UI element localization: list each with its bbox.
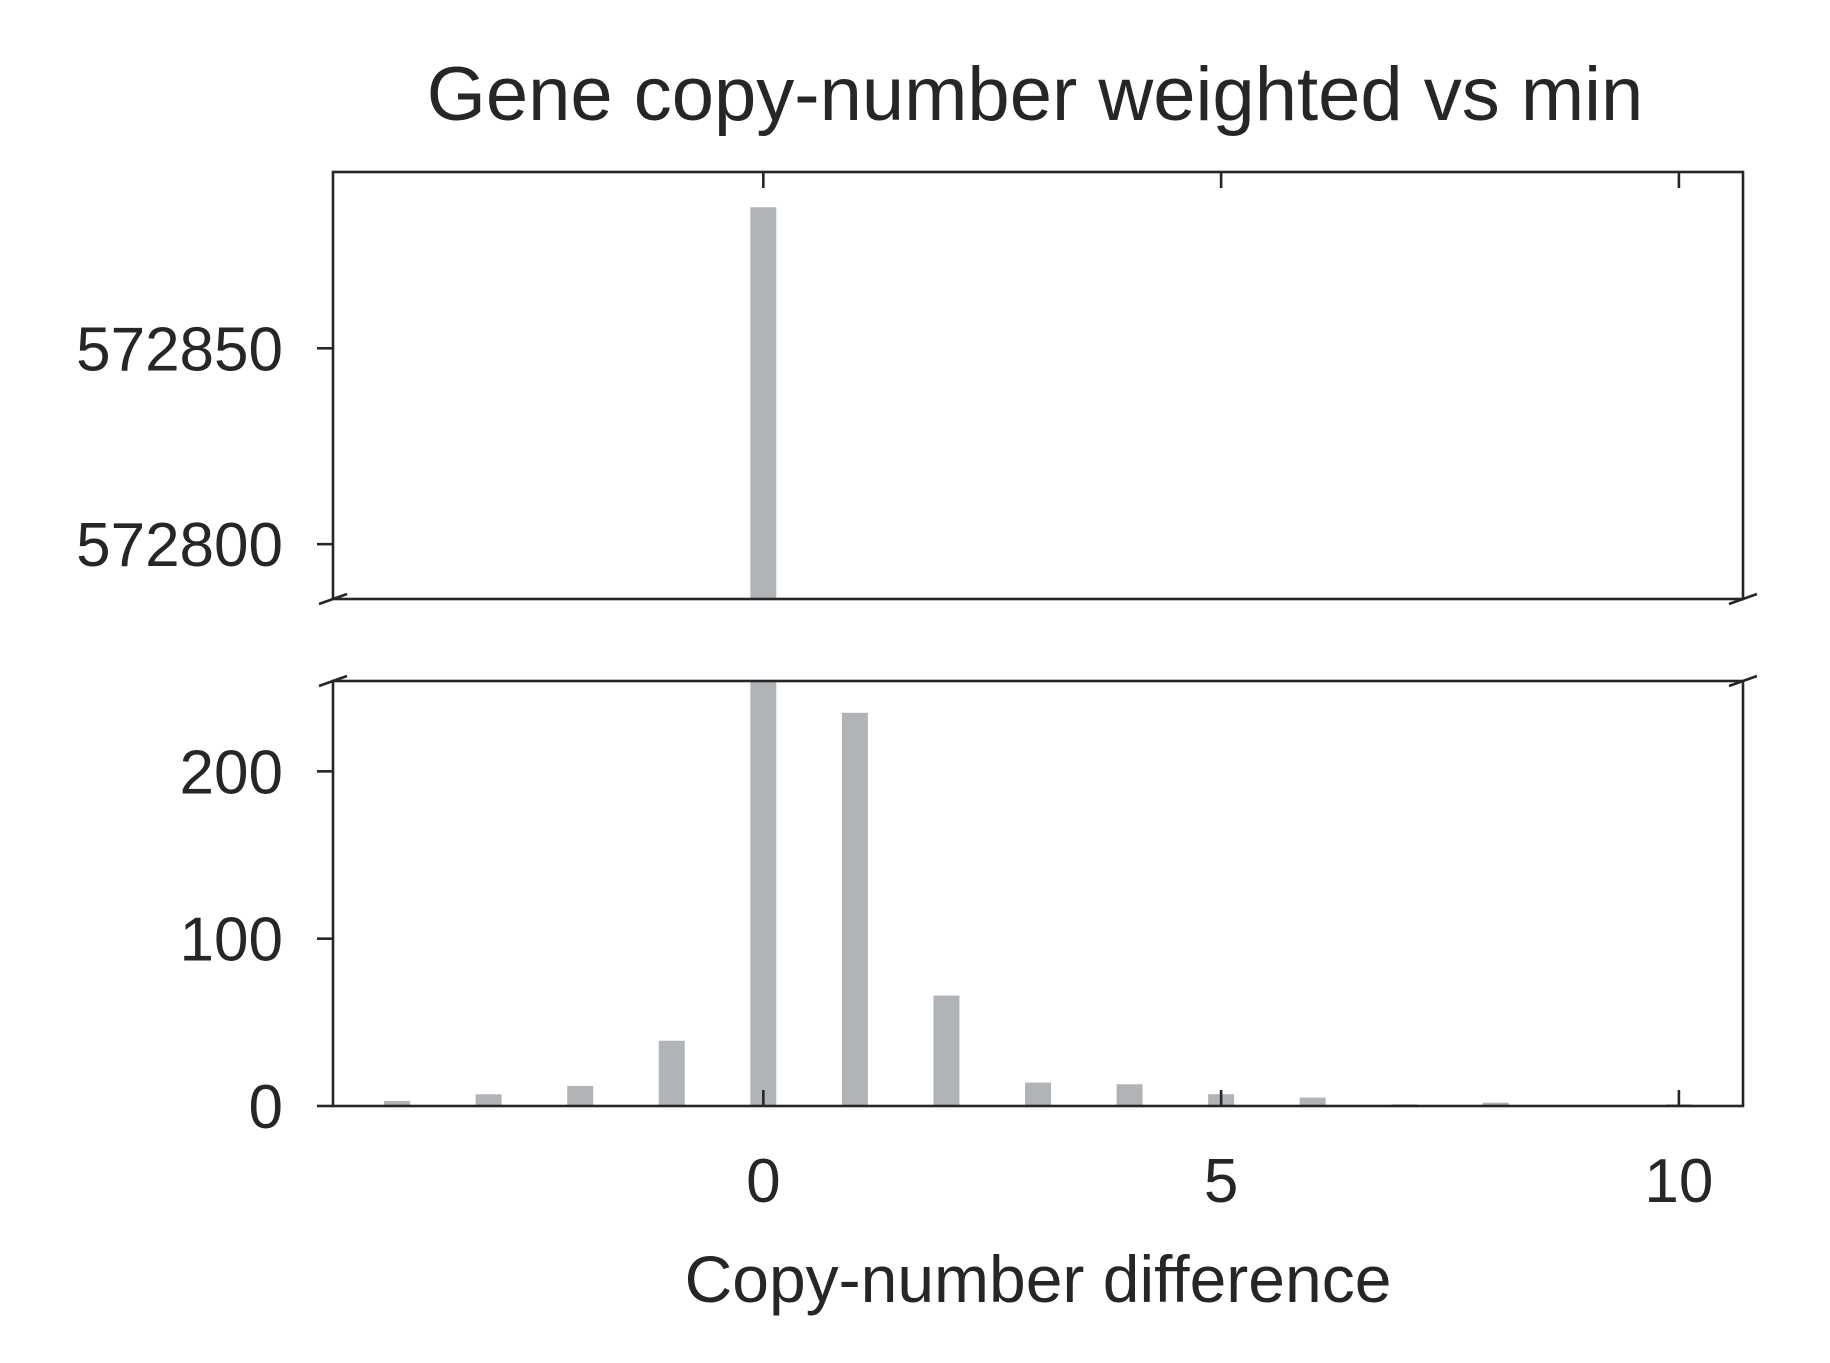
bar: [1299, 1097, 1326, 1106]
bar: [384, 1100, 411, 1106]
bar: [1482, 1102, 1509, 1106]
upper-panel: 572800 572850: [76, 170, 1745, 601]
bar: [841, 712, 868, 1106]
break-mark: [1728, 592, 1758, 606]
axis-break-marks: [318, 592, 1758, 688]
upper-x-ticks: [762, 172, 1681, 188]
x-axis-label: Copy-number difference: [685, 1242, 1392, 1316]
bar: [475, 1094, 502, 1106]
lower-panel-frame: [331, 679, 1745, 1108]
y-tick-label: 200: [180, 738, 283, 807]
y-tick-label: 572850: [76, 315, 283, 384]
break-mark: [318, 674, 348, 688]
upper-panel-frame: [331, 170, 1745, 601]
lower-bars: [384, 681, 1692, 1106]
bar: [933, 995, 960, 1106]
x-tick-label: 5: [1204, 1147, 1238, 1216]
bar: [1116, 1084, 1143, 1106]
bar: [567, 1085, 594, 1106]
upper-bars: [750, 207, 777, 599]
x-tick-label: 10: [1644, 1147, 1713, 1216]
bar: [658, 1040, 685, 1106]
bar-upper-segment: [750, 207, 777, 599]
lower-panel: 0 100 200 0 5 10: [180, 679, 1745, 1216]
break-mark: [318, 592, 348, 606]
y-tick-label: 0: [249, 1073, 283, 1142]
y-tick-label: 100: [180, 906, 283, 975]
x-tick-label: 0: [746, 1147, 780, 1216]
bar: [1025, 1082, 1051, 1106]
bar: [750, 681, 777, 1106]
chart-title: Gene copy-number weighted vs min: [427, 52, 1644, 137]
upper-y-axis: 572800 572850: [76, 315, 333, 580]
break-mark: [1728, 674, 1758, 688]
lower-y-axis: 0 100 200: [180, 738, 333, 1142]
x-axis: 0 5 10: [746, 1090, 1713, 1216]
y-tick-label: 572800: [76, 511, 283, 580]
